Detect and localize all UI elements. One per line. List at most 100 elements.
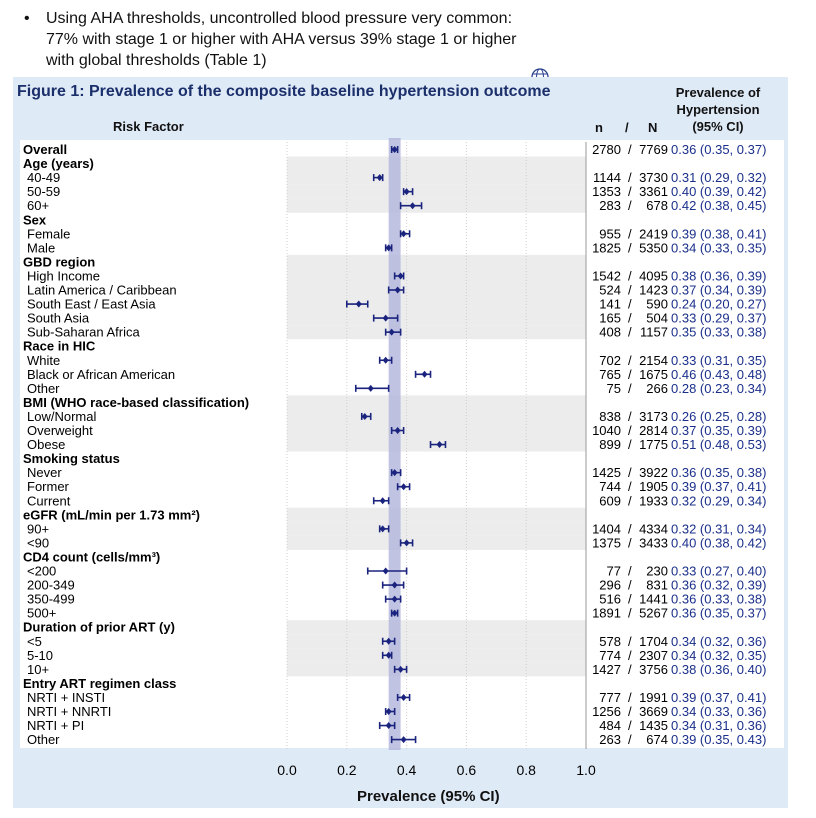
row-label: Female [27, 226, 70, 241]
n-value: 1256 [592, 704, 621, 719]
point-estimate [385, 722, 392, 730]
ci-text: 0.34 (0.33, 0.35) [671, 240, 766, 255]
group-header: Overall [23, 142, 67, 157]
ci-text: 0.51 (0.48, 0.53) [671, 437, 766, 452]
shade-band [287, 268, 586, 283]
point-estimate [403, 188, 410, 196]
slash: / [628, 535, 632, 550]
ci-text: 0.40 (0.39, 0.42) [671, 184, 766, 199]
ci-text: 0.42 (0.38, 0.45) [671, 198, 766, 213]
point-estimate [397, 272, 404, 280]
reference-band [388, 138, 401, 750]
N-value: 1704 [639, 634, 668, 649]
n-value: 1404 [592, 521, 621, 536]
N-value: 7769 [639, 142, 668, 157]
point-estimate [400, 230, 407, 238]
ci-text: 0.33 (0.31, 0.35) [671, 353, 766, 368]
N-value: 1157 [640, 325, 668, 340]
shade-band [287, 311, 586, 326]
x-tick-label: 0.8 [516, 762, 536, 778]
N-value: 1775 [639, 437, 668, 452]
ci-text: 0.36 (0.32, 0.39) [671, 578, 766, 593]
shade-band [287, 297, 586, 312]
row-label: South Asia [27, 311, 90, 326]
point-estimate [397, 665, 404, 673]
N-value: 504 [646, 311, 668, 326]
slash: / [628, 311, 632, 326]
n-value: 2780 [592, 142, 621, 157]
slash: / [628, 142, 632, 157]
slash: / [628, 578, 632, 593]
point-estimate [388, 328, 395, 336]
point-estimate [385, 244, 392, 252]
ci-text: 0.38 (0.36, 0.40) [671, 662, 766, 677]
row-label: Other [27, 732, 60, 747]
slash: / [628, 353, 632, 368]
point-estimate [394, 427, 401, 434]
col-header-prevalence-line1: Prevalence of [675, 85, 761, 100]
row-label: 350-499 [27, 592, 75, 607]
x-tick-label: 0.6 [457, 762, 477, 778]
point-estimate [391, 595, 398, 603]
ci-text: 0.36 (0.35, 0.37) [671, 142, 766, 157]
slash: / [628, 226, 632, 241]
ci-text: 0.28 (0.23, 0.34) [671, 381, 766, 396]
N-value: 266 [646, 381, 668, 396]
n-value: 283 [599, 198, 621, 213]
col-header-prevalence-line2: Hypertension [676, 102, 760, 117]
n-value: 955 [599, 226, 621, 241]
ci-text: 0.39 (0.38, 0.41) [671, 226, 766, 241]
N-value: 3730 [639, 170, 668, 185]
row-label: 50-59 [27, 184, 60, 199]
n-value: 296 [599, 578, 621, 593]
N-value: 1441 [639, 592, 668, 607]
n-value: 1825 [592, 240, 621, 255]
N-value: 1423 [639, 283, 668, 298]
slash: / [628, 297, 632, 312]
slash: / [628, 465, 632, 480]
slash: / [628, 437, 632, 452]
point-estimate [391, 469, 398, 477]
slash: / [628, 325, 632, 340]
slash: / [628, 704, 632, 719]
globe-icon [530, 67, 550, 77]
n-value: 1375 [592, 535, 621, 550]
row-label: White [27, 353, 60, 368]
figure-title: Figure 1: Prevalence of the composite ba… [17, 83, 551, 100]
shade-band [287, 535, 586, 550]
N-value: 2154 [639, 353, 668, 368]
N-value: 2814 [639, 423, 668, 438]
n-value: 75 [607, 381, 621, 396]
shade-band [287, 521, 586, 536]
ci-text: 0.38 (0.36, 0.39) [671, 268, 766, 283]
n-value: 524 [599, 283, 621, 298]
ci-text: 0.34 (0.33, 0.36) [671, 704, 766, 719]
N-value: 1991 [639, 690, 668, 705]
point-estimate [400, 736, 407, 744]
ci-text: 0.35 (0.33, 0.38) [671, 325, 766, 340]
row-label: Former [27, 479, 70, 494]
point-estimate [355, 300, 362, 308]
ci-text: 0.39 (0.37, 0.41) [671, 479, 766, 494]
group-header: Age (years) [23, 156, 94, 171]
slash: / [628, 521, 632, 536]
point-estimate [385, 651, 392, 659]
ci-text: 0.46 (0.43, 0.48) [671, 367, 766, 382]
point-estimate [400, 483, 407, 491]
group-header: Duration of prior ART (y) [23, 620, 175, 635]
point-estimate [367, 384, 374, 392]
slash: / [628, 409, 632, 424]
ci-text: 0.34 (0.31, 0.36) [671, 718, 766, 733]
col-header-N: N [648, 120, 658, 135]
shade-band [287, 184, 586, 199]
slash: / [628, 381, 632, 396]
shade-band [287, 170, 586, 185]
row-label: Latin America / Caribbean [27, 283, 177, 298]
ci-text: 0.34 (0.32, 0.35) [671, 648, 766, 663]
n-value: 765 [599, 367, 621, 382]
n-value: 578 [599, 634, 621, 649]
n-value: 1353 [592, 184, 621, 199]
row-label: Low/Normal [27, 409, 96, 424]
ci-text: 0.33 (0.29, 0.37) [671, 311, 766, 326]
